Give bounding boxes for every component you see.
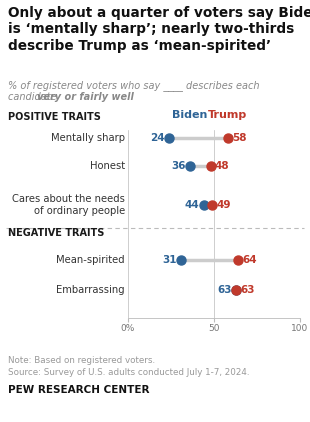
Text: Mentally sharp: Mentally sharp <box>51 133 125 143</box>
Text: 24: 24 <box>150 133 165 143</box>
Text: 49: 49 <box>217 200 231 210</box>
Text: Biden: Biden <box>172 110 208 120</box>
Text: POSITIVE TRAITS: POSITIVE TRAITS <box>8 112 101 122</box>
Text: Only about a quarter of voters say Biden
is ‘mentally sharp’; nearly two-thirds
: Only about a quarter of voters say Biden… <box>8 6 310 53</box>
Text: Honest: Honest <box>90 161 125 171</box>
Text: Note: Based on registered voters.: Note: Based on registered voters. <box>8 356 155 365</box>
Text: 36: 36 <box>171 161 186 171</box>
Text: Mean-spirited: Mean-spirited <box>56 255 125 265</box>
Text: NEGATIVE TRAITS: NEGATIVE TRAITS <box>8 228 104 238</box>
Text: 58: 58 <box>232 133 246 143</box>
Text: Cares about the needs
of ordinary people: Cares about the needs of ordinary people <box>12 194 125 216</box>
Text: 64: 64 <box>242 255 257 265</box>
Text: very or fairly well: very or fairly well <box>38 92 134 102</box>
Text: Source: Survey of U.S. adults conducted July 1-7, 2024.: Source: Survey of U.S. adults conducted … <box>8 368 250 377</box>
Text: 63: 63 <box>218 285 232 295</box>
Text: 31: 31 <box>162 255 177 265</box>
Text: Embarrassing: Embarrassing <box>56 285 125 295</box>
Text: candidate: candidate <box>8 92 60 102</box>
Text: 44: 44 <box>185 200 199 210</box>
Text: Trump: Trump <box>208 110 247 120</box>
Text: PEW RESEARCH CENTER: PEW RESEARCH CENTER <box>8 385 149 395</box>
Text: % of registered voters who say ____ describes each: % of registered voters who say ____ desc… <box>8 80 259 91</box>
Text: 63: 63 <box>241 285 255 295</box>
Text: 48: 48 <box>215 161 229 171</box>
